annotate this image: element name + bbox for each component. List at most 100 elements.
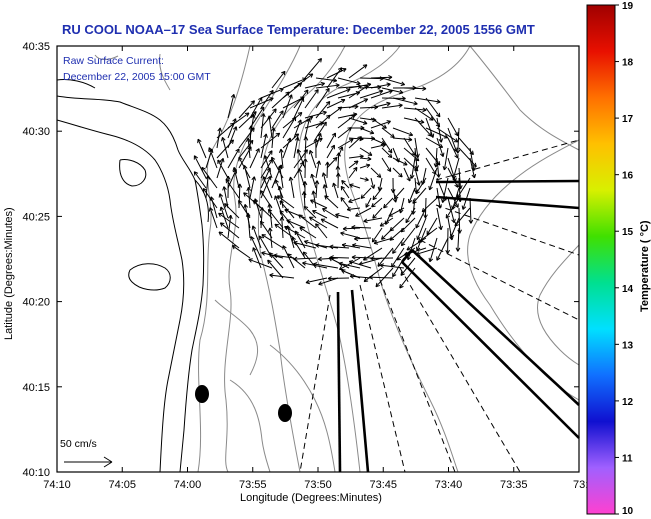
- current-vector: [355, 207, 372, 217]
- current-vector: [248, 258, 273, 269]
- current-vectors: [193, 58, 477, 289]
- current-vector: [363, 267, 383, 283]
- current-vector: [304, 110, 327, 119]
- current-vector: [337, 77, 361, 86]
- current-vector: [392, 127, 414, 137]
- current-vector: [351, 254, 372, 260]
- current-vector: [274, 195, 284, 219]
- map-panel: Raw Surface Current: December 22, 2005 1…: [56, 45, 580, 473]
- current-vector: [381, 77, 406, 87]
- current-vector: [360, 187, 372, 199]
- current-vector: [227, 148, 240, 169]
- current-vector: [302, 158, 308, 179]
- current-vector: [461, 187, 471, 210]
- current-vector: [225, 178, 240, 199]
- current-vector: [365, 197, 372, 208]
- current-vector: [282, 94, 293, 119]
- inset-label-line1: Raw Surface Current:: [63, 55, 164, 67]
- bathymetry-contour-11: [94, 53, 171, 91]
- current-vector: [291, 237, 306, 259]
- current-vector: [261, 234, 284, 249]
- current-vector: [381, 147, 393, 159]
- current-vector: [278, 148, 284, 169]
- coastline-inner: [56, 119, 185, 473]
- current-vector: [202, 187, 218, 209]
- current-vector: [336, 152, 341, 169]
- current-vector: [392, 157, 408, 166]
- current-vector: [428, 237, 438, 263]
- current-vector: [335, 172, 341, 189]
- bathymetry-contour-2: [224, 45, 301, 473]
- current-vector: [304, 81, 325, 89]
- colorbar-tick-label: 15: [622, 227, 634, 238]
- coastline-main: [56, 95, 205, 473]
- current-vector: [455, 127, 461, 154]
- x-axis: 74:10 74:05 74:00 73:55 73:50 73:45 73:40 73:35…: [43, 46, 594, 504]
- current-vector: [298, 214, 317, 229]
- current-vector: [304, 89, 319, 109]
- map-background: [57, 46, 579, 472]
- bathymetry-contour-9: [229, 379, 271, 473]
- x-tick-label: 74:00: [174, 479, 202, 491]
- current-vector: [425, 117, 435, 138]
- current-vector: [405, 207, 416, 224]
- current-vector: [348, 166, 358, 179]
- current-vector: [337, 114, 356, 129]
- current-vector: [293, 136, 300, 159]
- current-vector: [312, 262, 339, 269]
- current-vector: [447, 137, 459, 159]
- current-vector: [286, 219, 306, 229]
- current-vector: [381, 137, 393, 154]
- current-vector: [340, 185, 350, 199]
- current-vector: [245, 212, 251, 239]
- colorbar-tick-label: 10: [622, 506, 634, 517]
- current-vector: [335, 213, 350, 219]
- current-vector: [315, 132, 322, 149]
- current-vector: [276, 195, 295, 209]
- current-vector: [442, 147, 449, 171]
- beam-dashed-east: [435, 204, 580, 256]
- current-vector: [310, 199, 328, 209]
- current-vector: [312, 209, 328, 219]
- current-vector: [303, 136, 309, 159]
- current-vector: [326, 144, 335, 159]
- current-vector: [227, 118, 237, 139]
- current-vector: [370, 82, 391, 89]
- current-vector: [315, 87, 330, 109]
- current-vector: [351, 224, 372, 230]
- current-vector: [348, 64, 368, 79]
- current-vector: [407, 187, 416, 204]
- current-vector: [341, 242, 361, 249]
- current-vector: [348, 197, 361, 204]
- current-vector: [242, 165, 251, 189]
- current-vector: [216, 127, 222, 149]
- bathymetry-contour-10: [214, 299, 258, 376]
- current-vector: [354, 236, 372, 242]
- current-vector: [273, 253, 295, 259]
- current-vector: [370, 120, 391, 129]
- current-vector: [279, 216, 285, 239]
- current-vector: [400, 257, 416, 276]
- bathymetry-contour-7: [537, 244, 580, 366]
- current-vector: [252, 247, 262, 269]
- current-vector: [455, 227, 461, 252]
- current-vector: [341, 180, 350, 189]
- current-vector: [339, 257, 361, 271]
- current-vector: [293, 149, 308, 169]
- current-vector: [271, 110, 284, 129]
- current-vector: [263, 155, 273, 179]
- current-vector: [288, 176, 295, 199]
- current-vector: [326, 157, 338, 169]
- current-vector: [383, 197, 394, 209]
- current-vector: [260, 133, 268, 159]
- current-vector: [313, 138, 319, 159]
- current-vector: [238, 139, 254, 159]
- current-vector: [414, 167, 421, 186]
- current-vector: [370, 256, 394, 261]
- current-vector: [363, 217, 383, 224]
- current-vector: [293, 97, 305, 119]
- coastline: [56, 79, 209, 473]
- current-vector: [282, 137, 292, 159]
- current-vector: [205, 175, 211, 199]
- current-vector: [318, 277, 339, 286]
